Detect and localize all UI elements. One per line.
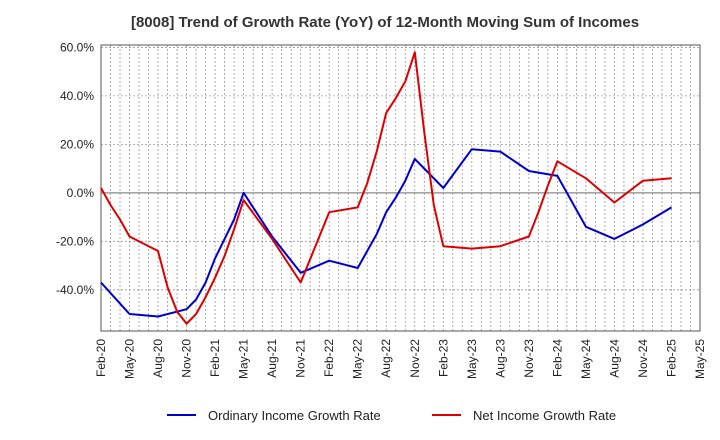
x-tick-label: Nov-24 <box>636 339 650 378</box>
y-tick-label: 20.0% <box>60 137 94 151</box>
y-tick-label: 60.0% <box>60 40 94 54</box>
x-tick-label: May-23 <box>465 339 479 379</box>
y-axis: 60.0% 40.0% 20.0% 0.0% -20.0% -40.0% <box>56 40 94 296</box>
x-tick-label: Aug-24 <box>607 339 621 378</box>
x-tick-label: Nov-20 <box>180 339 194 378</box>
x-tick-label: Aug-23 <box>493 339 507 378</box>
series-line-2 <box>100 51 672 325</box>
x-tick-label: May-21 <box>237 339 251 379</box>
legend-label: Ordinary Income Growth Rate <box>208 408 381 423</box>
x-tick-label: May-22 <box>351 339 365 379</box>
x-axis: Feb-20 May-20 Aug-20 Nov-20 Feb-21 May-21 Aug-… <box>94 339 707 379</box>
x-tick-label: Nov-21 <box>294 339 308 378</box>
y-tick-label: 40.0% <box>60 89 94 103</box>
legend-label: Net Income Growth Rate <box>473 408 616 423</box>
series-line-1 <box>100 148 673 318</box>
x-tick-label: May-25 <box>693 339 707 379</box>
x-tick-label: Feb-20 <box>94 339 108 377</box>
y-tick-label: -20.0% <box>56 234 94 248</box>
x-tick-label: Nov-22 <box>408 339 422 378</box>
x-tick-label: Aug-20 <box>151 339 165 378</box>
x-tick-label: Feb-23 <box>436 339 450 377</box>
y-tick-label: -40.0% <box>56 283 94 297</box>
x-tick-label: Aug-22 <box>379 339 393 378</box>
series-lines <box>100 51 673 325</box>
chart-title: [8008] Trend of Growth Rate (YoY) of 12-… <box>131 14 639 31</box>
x-tick-label: Aug-21 <box>265 339 279 378</box>
x-tick-label: Feb-22 <box>322 339 336 377</box>
grid <box>101 45 700 331</box>
y-tick-label: 0.0% <box>67 186 95 200</box>
x-tick-label: May-24 <box>579 339 593 379</box>
x-tick-label: Feb-24 <box>550 339 564 377</box>
legend: Ordinary Income Growth Rate Net Income Gr… <box>167 408 616 423</box>
x-tick-label: Feb-21 <box>208 339 222 377</box>
x-tick-label: Nov-23 <box>522 339 536 378</box>
x-tick-label: Feb-25 <box>664 339 678 377</box>
x-tick-label: May-20 <box>123 339 137 379</box>
